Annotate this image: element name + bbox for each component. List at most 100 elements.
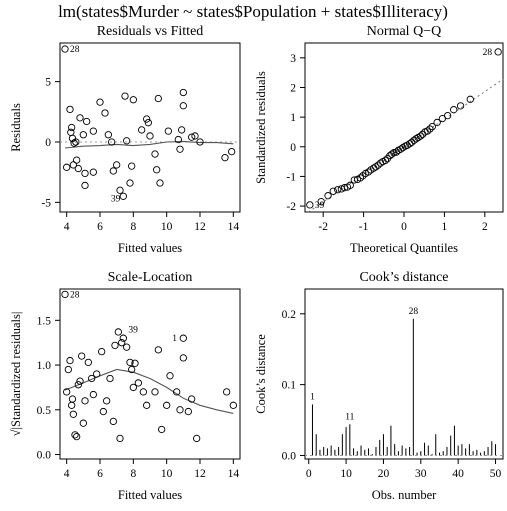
data-point — [329, 187, 337, 195]
y-tick-label: 1.5 — [37, 315, 52, 327]
data-point — [188, 133, 196, 141]
data-point — [134, 379, 142, 387]
data-point — [433, 118, 441, 127]
x-axis-label: Theoretical Quantiles — [350, 241, 458, 255]
data-point — [163, 401, 171, 409]
data-point — [179, 88, 187, 97]
data-point — [179, 334, 187, 342]
data-point — [89, 168, 97, 176]
x-axis-label: Fitted values — [118, 488, 182, 502]
data-point — [184, 407, 192, 416]
data-point — [374, 161, 382, 169]
data-point — [191, 132, 199, 140]
x-tick-label: -2 — [318, 221, 328, 233]
y-tick-label: -5 — [41, 197, 51, 209]
data-point — [104, 131, 112, 139]
data-point — [406, 140, 414, 148]
x-tick-label: 6 — [97, 468, 103, 480]
data-point — [68, 401, 76, 409]
x-tick-label: 2 — [482, 221, 488, 233]
x-tick-label: 14 — [228, 468, 240, 480]
data-point — [61, 290, 69, 299]
data-point — [426, 125, 434, 133]
data-point — [456, 102, 465, 110]
data-point — [158, 425, 166, 434]
data-point — [188, 395, 196, 403]
data-point — [228, 147, 236, 156]
data-point — [173, 388, 181, 396]
y-tick-label: 5 — [45, 77, 51, 89]
data-point — [66, 105, 74, 114]
data-point — [76, 114, 84, 122]
y-tick-label: 3 — [290, 53, 296, 65]
data-point — [450, 106, 458, 114]
data-point — [418, 130, 427, 138]
data-point — [109, 417, 117, 426]
y-axis-label: Standardized residuals — [254, 71, 268, 184]
data-point — [121, 92, 129, 100]
data-point — [73, 432, 81, 441]
data-point — [166, 372, 174, 380]
x-tick-label: 6 — [97, 221, 103, 233]
data-point — [174, 135, 182, 144]
x-tick-label: 20 — [378, 468, 390, 480]
data-point — [70, 139, 78, 147]
residuals-vs-fitted-panel: Residuals vs Fitted 4 6 8 10 12 14 -5 0 5 Fitted v… — [9, 24, 241, 255]
data-point — [81, 397, 89, 405]
data-point — [416, 132, 425, 140]
plot-frame — [304, 288, 504, 460]
observation-label: 1 — [172, 334, 177, 344]
data-point — [111, 341, 119, 350]
data-point — [67, 128, 75, 136]
data-point — [89, 127, 97, 135]
data-point — [306, 201, 314, 209]
x-tick-label: 10 — [161, 468, 173, 480]
panel-title: Cook’s distance — [359, 270, 448, 285]
y-tick-label: -2 — [286, 201, 296, 213]
observation-label: 11 — [345, 412, 354, 422]
data-point — [79, 419, 87, 427]
data-point — [96, 98, 104, 106]
data-point — [131, 359, 139, 367]
observation-label: 28 — [70, 45, 80, 55]
data-point — [74, 381, 82, 389]
data-point — [106, 374, 114, 383]
data-point — [466, 95, 474, 103]
y-axis-label: √|Standardized residuals| — [9, 312, 23, 437]
data-point — [151, 388, 159, 396]
figure-title: lm(states$Murder ~ states$Population + s… — [58, 2, 448, 21]
data-point — [71, 431, 79, 439]
data-point — [66, 356, 74, 365]
data-point — [410, 136, 418, 144]
data-point — [69, 161, 77, 169]
data-point — [118, 339, 126, 347]
x-tick-label: -1 — [359, 221, 369, 233]
x-tick-label: 12 — [194, 468, 206, 480]
data-point — [428, 122, 436, 131]
data-point — [443, 111, 452, 120]
data-point — [108, 138, 116, 146]
data-point — [193, 434, 201, 443]
data-point — [73, 156, 81, 164]
data-point — [153, 166, 161, 174]
data-point — [129, 383, 137, 392]
data-point — [119, 334, 127, 342]
cooks-distance-panel: Cook’s distance 0 10 20 30 40 50 0.0 0.1 0.2 Obs. … — [254, 270, 504, 502]
x-tick-label: 30 — [415, 468, 427, 480]
data-point — [423, 127, 432, 135]
plot-frame — [304, 42, 504, 213]
data-point — [129, 96, 137, 104]
y-tick-label: 1.0 — [37, 360, 52, 372]
data-point — [128, 365, 136, 374]
data-point — [63, 163, 71, 171]
scale-location-panel: Scale-Location 4 6 8 10 12 14 0.0 0.5 1.0 1.5 Fitte… — [9, 270, 241, 502]
data-point — [101, 109, 109, 117]
data-point — [78, 352, 86, 360]
data-point — [83, 117, 91, 126]
data-point — [76, 377, 84, 385]
data-point — [356, 174, 365, 182]
x-tick-label: 14 — [228, 221, 240, 233]
data-point — [346, 181, 354, 189]
data-point — [388, 150, 396, 158]
data-point — [324, 192, 332, 200]
